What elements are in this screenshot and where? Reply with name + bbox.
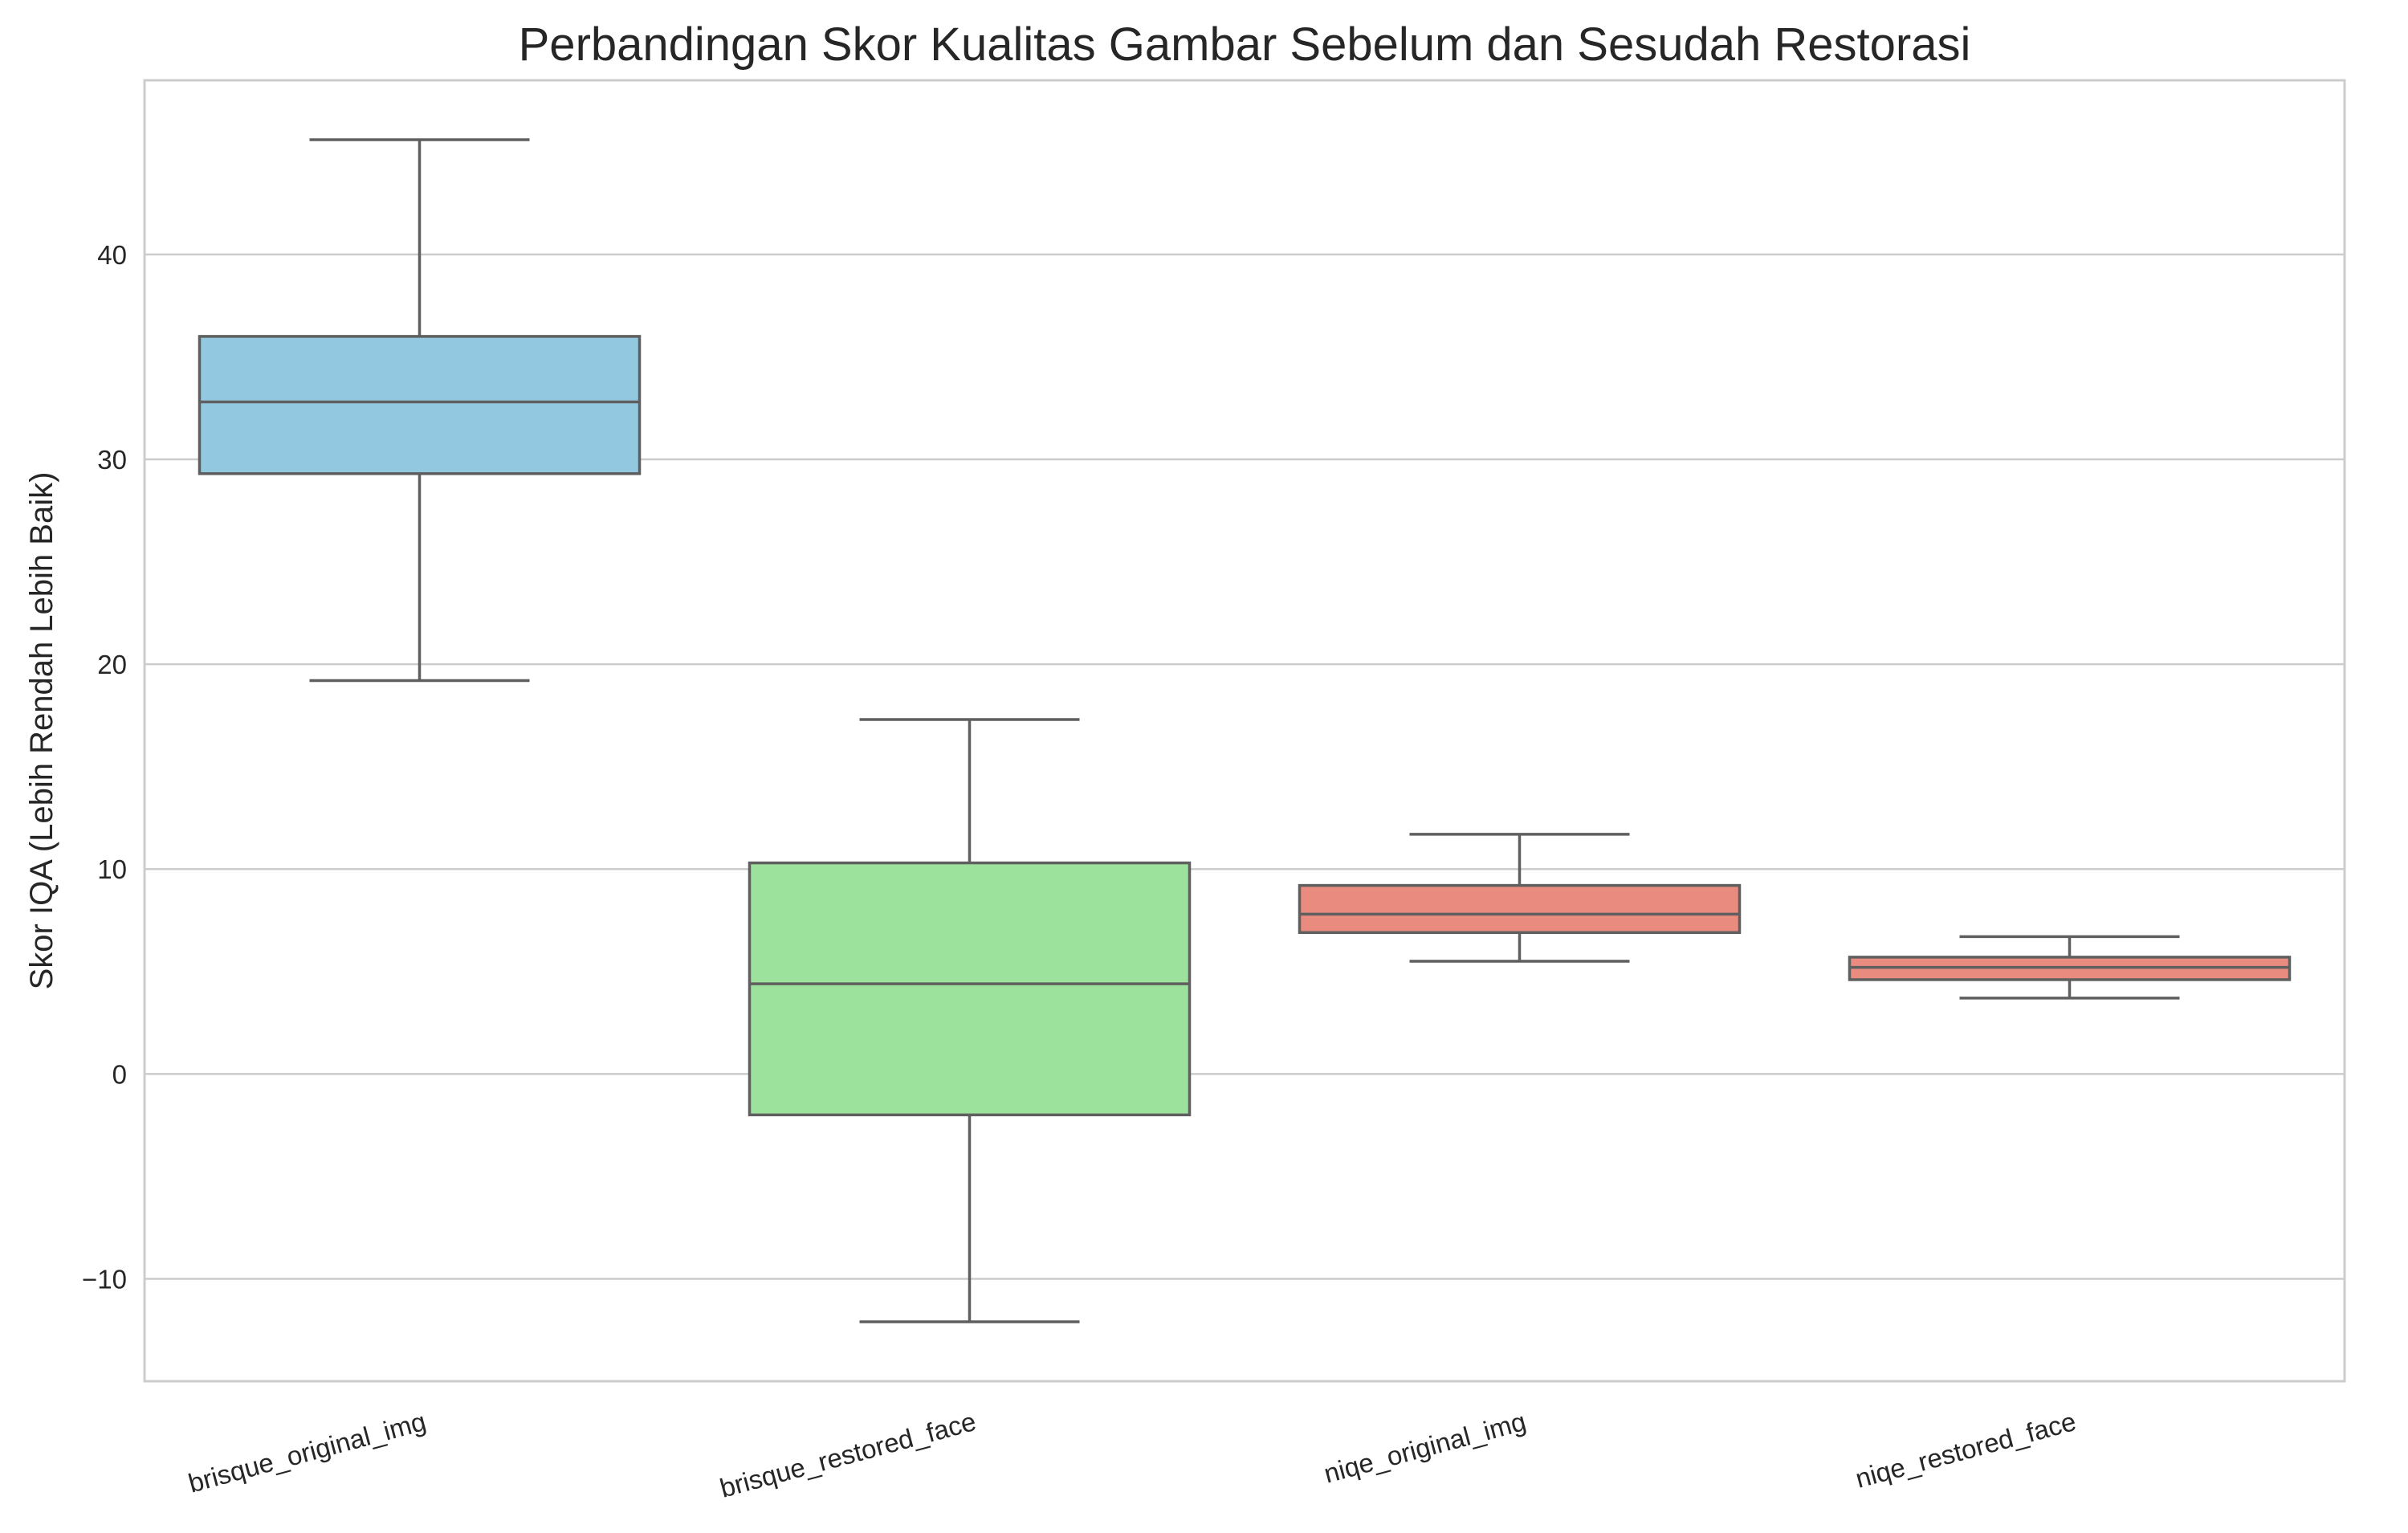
box-iqr bbox=[748, 861, 1192, 1117]
box-brisque_original_img bbox=[198, 138, 642, 683]
box-niqe_original_img bbox=[1298, 833, 1742, 963]
box-iqr bbox=[1298, 883, 1742, 935]
box-niqe_restored_face bbox=[1848, 935, 2292, 1000]
y-tick-label: 20 bbox=[97, 650, 127, 679]
box-iqr bbox=[198, 335, 642, 475]
x-tick-label: niqe_original_img bbox=[1321, 1406, 1529, 1489]
plot-frame bbox=[143, 79, 2346, 1383]
box-brisque_restored_face bbox=[748, 718, 1192, 1323]
y-axis-ticks: −10 0 10 20 30 40 bbox=[82, 240, 127, 1294]
x-tick-label: niqe_restored_face bbox=[1852, 1406, 2079, 1494]
boxes bbox=[198, 138, 2292, 1323]
x-tick-label: brisque_restored_face bbox=[717, 1406, 980, 1503]
x-axis-ticks: brisque_original_img brisque_restored_fac… bbox=[185, 1406, 2080, 1503]
chart-title: Perbandingan Skor Kualitas Gambar Sebelu… bbox=[519, 18, 1971, 71]
y-tick-label: 30 bbox=[97, 445, 127, 475]
y-tick-label: 40 bbox=[97, 240, 127, 270]
y-tick-label: 0 bbox=[112, 1059, 127, 1089]
y-tick-label: 10 bbox=[97, 854, 127, 884]
y-tick-label: −10 bbox=[82, 1264, 127, 1294]
y-axis-label: Skor IQA (Lebih Rendah Lebih Baik) bbox=[24, 472, 59, 990]
x-tick-label: brisque_original_img bbox=[185, 1406, 430, 1498]
